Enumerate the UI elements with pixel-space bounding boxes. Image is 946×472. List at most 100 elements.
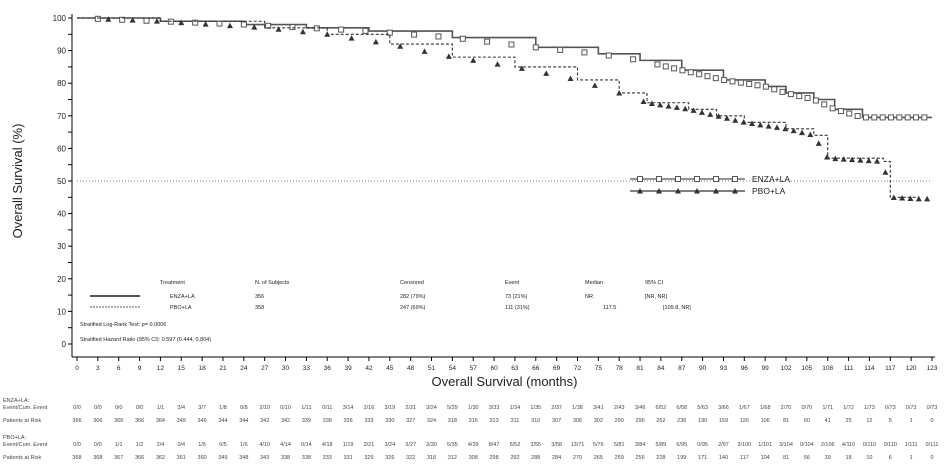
risk-at-risk-cell: 344 (239, 418, 249, 424)
summary-header: N. of Subjects (255, 280, 289, 286)
risk-at-risk-cell: 140 (718, 455, 729, 461)
risk-events-cell: 2/97 (718, 442, 729, 448)
risk-events-cell: 1/19 (342, 442, 354, 448)
censor-mark-square (804, 95, 811, 102)
summary-cell: ENZA+LA (170, 294, 195, 300)
risk-events-cell: 1/72 (843, 405, 854, 411)
x-tick-label: 36 (324, 365, 332, 372)
risk-at-risk-label: Patients at Risk (3, 418, 42, 424)
summary-cell: 358 (255, 305, 264, 311)
x-tick-label: 12 (157, 365, 165, 372)
risk-events-cell: 0/0 (114, 405, 123, 411)
risk-events-cell: 1/111 (904, 442, 918, 448)
risk-at-risk-cell: 318 (447, 418, 457, 424)
x-tick-label: 66 (532, 365, 540, 372)
risk-events-cell: 3/19 (384, 405, 396, 411)
censor-mark-square (779, 88, 786, 95)
risk-at-risk-cell: 312 (447, 455, 457, 461)
risk-events-cell: 0/0 (94, 442, 102, 448)
x-tick-label: 123 (927, 365, 938, 372)
x-tick-label: 75 (595, 365, 603, 372)
risk-events-cell: 1/8 (219, 405, 227, 411)
risk-at-risk-cell: 81 (782, 418, 790, 424)
x-tick-label: 30 (282, 365, 290, 372)
risk-at-risk-cell: 190 (698, 418, 708, 424)
risk-at-risk-cell: 56 (803, 455, 810, 461)
risk-at-risk-cell: 256 (635, 455, 645, 461)
censor-mark-square (696, 71, 703, 78)
y-tick-label: 0 (62, 340, 67, 349)
risk-at-risk-cell: 326 (385, 455, 395, 461)
risk-events-cell: 3/33 (488, 405, 500, 411)
risk-events-cell: 1/6 (240, 442, 248, 448)
censor-mark-triangle (732, 117, 739, 123)
risk-at-risk-cell: 308 (468, 455, 478, 461)
summary-cell: [NR, NR] (645, 294, 667, 300)
risk-at-risk-cell: 6 (888, 455, 892, 461)
censor-mark-square (712, 75, 719, 82)
risk-events-cell: 0/0 (135, 405, 144, 411)
censor-mark-triangle (907, 195, 914, 201)
y-axis-label: Overall Survival (%) (10, 124, 25, 239)
risk-at-risk-cell: 327 (406, 418, 416, 424)
censor-mark-triangle (740, 119, 747, 125)
risk-at-risk-cell: 322 (406, 455, 416, 461)
risk-events-cell: 3/27 (405, 442, 417, 448)
censor-mark-triangle (372, 38, 379, 45)
censor-mark-triangle (105, 16, 112, 22)
summary-cell: 282 (79%) (400, 294, 426, 300)
risk-events-cell: 3/14 (342, 405, 354, 411)
censor-mark-square (637, 176, 643, 182)
censor-mark-triangle (153, 18, 160, 24)
risk-at-risk-cell: 25 (845, 418, 852, 424)
risk-at-risk-cell: 349 (218, 455, 228, 461)
risk-events-cell: 4/18 (321, 442, 333, 448)
censor-mark-triangle (799, 129, 806, 136)
y-tick-label: 40 (57, 210, 66, 219)
y-tick-label: 60 (57, 144, 66, 153)
risk-events-cell: 1/34 (509, 405, 521, 411)
censor-mark-triangle (648, 100, 655, 107)
risk-events-cell: 2/37 (551, 405, 562, 411)
risk-at-risk-cell: 39 (824, 455, 831, 461)
censor-mark-triangle (543, 70, 550, 76)
censor-mark-square (411, 31, 418, 38)
risk-at-risk-cell: 333 (364, 418, 374, 424)
x-tick-label: 114 (864, 365, 875, 372)
risk-at-risk-cell: 259 (614, 455, 624, 461)
y-tick-label: 50 (57, 177, 66, 186)
x-tick-label: 9 (138, 365, 142, 372)
risk-events-cell: 0/73 (884, 405, 896, 411)
censor-mark-square (704, 73, 711, 80)
censor-mark-triangle (915, 195, 922, 202)
risk-at-risk-cell: 306 (572, 418, 583, 424)
x-tick-label: 21 (219, 365, 227, 372)
censor-mark-square (119, 16, 126, 23)
censor-mark-triangle (202, 21, 209, 27)
x-tick-label: 93 (720, 365, 728, 372)
risk-at-risk-cell: 366 (134, 418, 145, 424)
x-tick-label: 6 (117, 365, 121, 372)
censor-mark-triangle (251, 24, 258, 30)
risk-events-cell: 1/101 (758, 442, 773, 448)
summary-cell: PBO+LA (170, 305, 192, 311)
risk-events-cell: 6/95 (676, 442, 688, 448)
censor-mark-square (921, 114, 928, 121)
x-tick-label: 48 (407, 365, 415, 372)
risk-at-risk-cell: 333 (322, 455, 332, 461)
risk-at-risk-cell: 302 (593, 418, 603, 424)
series-line-1 (77, 17, 919, 199)
y-tick-label: 90 (57, 47, 66, 56)
x-axis-label: Overall Survival (months) (432, 374, 578, 389)
risk-at-risk-cell: 262 (656, 418, 666, 424)
risk-events-cell: 1/2 (135, 442, 144, 448)
series-line-0 (77, 17, 932, 119)
risk-events-cell: 3/30 (426, 442, 437, 448)
summary-cell: 117.5 (603, 305, 616, 311)
x-tick-label: 27 (261, 365, 269, 372)
risk-events-cell: 2/4 (156, 442, 165, 448)
risk-events-cell: 8/47 (488, 442, 500, 448)
risk-events-cell: 3/55 (530, 442, 542, 448)
censor-mark-square (671, 65, 678, 72)
risk-group-name: PBO+LA: (3, 435, 27, 441)
